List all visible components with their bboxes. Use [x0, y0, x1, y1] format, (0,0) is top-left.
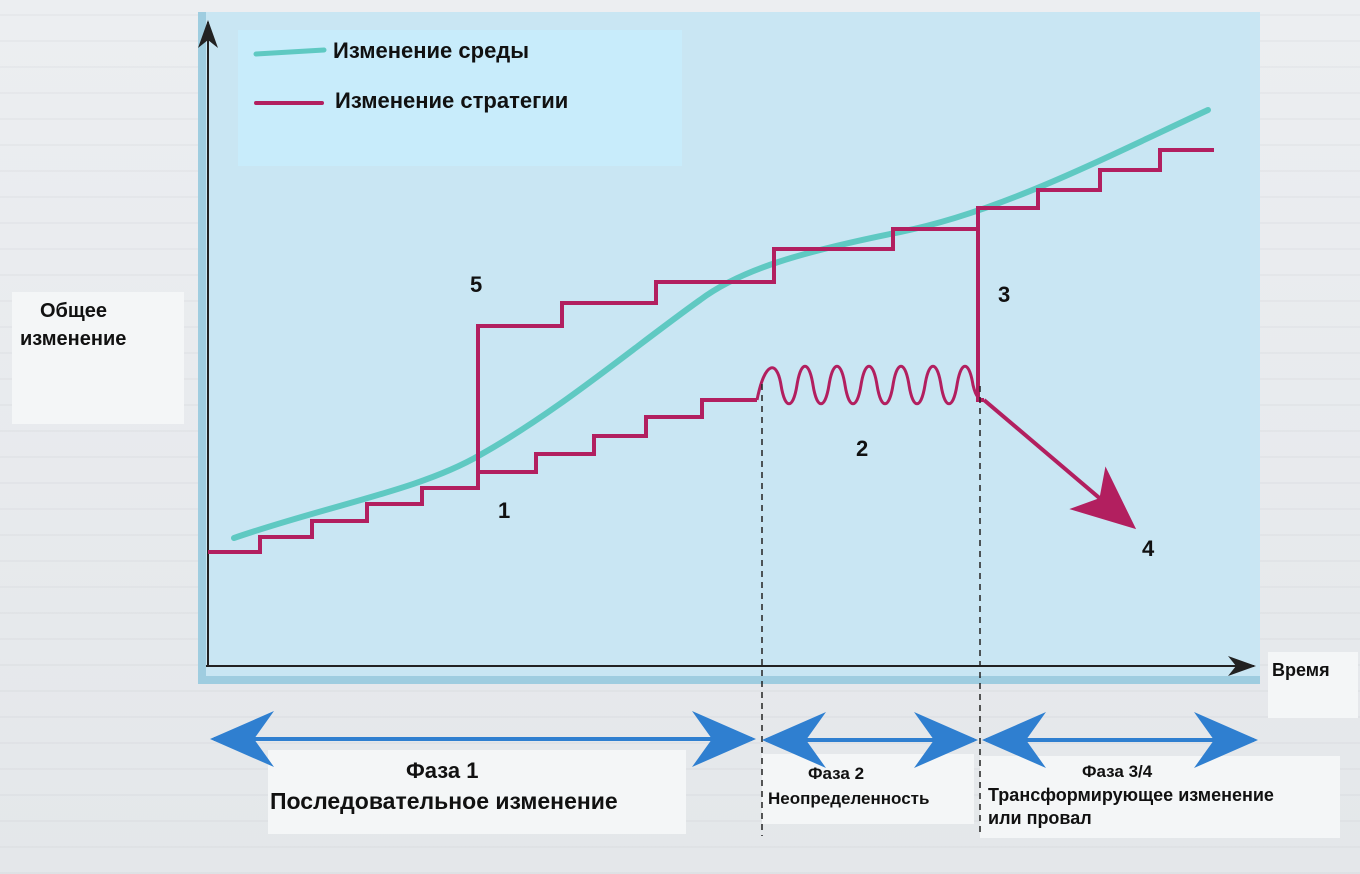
strategy-jump-5 [476, 227, 978, 488]
marker-2: 2 [856, 436, 869, 461]
legend-env-swatch [253, 47, 327, 57]
y-axis-label-line1: Общее [40, 300, 108, 322]
phase34-panel [980, 756, 1340, 838]
y-label-panel [12, 292, 184, 424]
marker-4: 4 [1142, 536, 1155, 561]
phase2-title: Фаза 2 [808, 764, 865, 783]
strategy-oscillation [755, 364, 985, 406]
phase1-title: Фаза 1 [406, 758, 479, 783]
y-axis-label-line2: изменение [20, 328, 127, 350]
phase34-subtitle-2: или провал [988, 808, 1092, 828]
strategy-change-steps [208, 398, 757, 554]
phase34-subtitle-1: Трансформирующее изменение [988, 785, 1274, 805]
x-axis-label: Время [1272, 660, 1330, 680]
environment-change-curve [231, 107, 1211, 541]
phase2-subtitle: Неопределенность [768, 789, 930, 808]
failure-arrow [982, 398, 1137, 530]
phase34-title: Фаза 3/4 [1082, 762, 1153, 781]
marker-5: 5 [470, 272, 483, 297]
marker-3: 3 [998, 282, 1011, 307]
marker-1: 1 [498, 498, 511, 523]
legend-strategy-label: Изменение стратегии [335, 88, 569, 113]
phase1-subtitle: Последовательное изменение [270, 788, 618, 814]
legend-env-label: Изменение среды [333, 38, 530, 63]
strategy-jump-3 [976, 148, 1214, 402]
x-label-panel [1268, 652, 1358, 718]
